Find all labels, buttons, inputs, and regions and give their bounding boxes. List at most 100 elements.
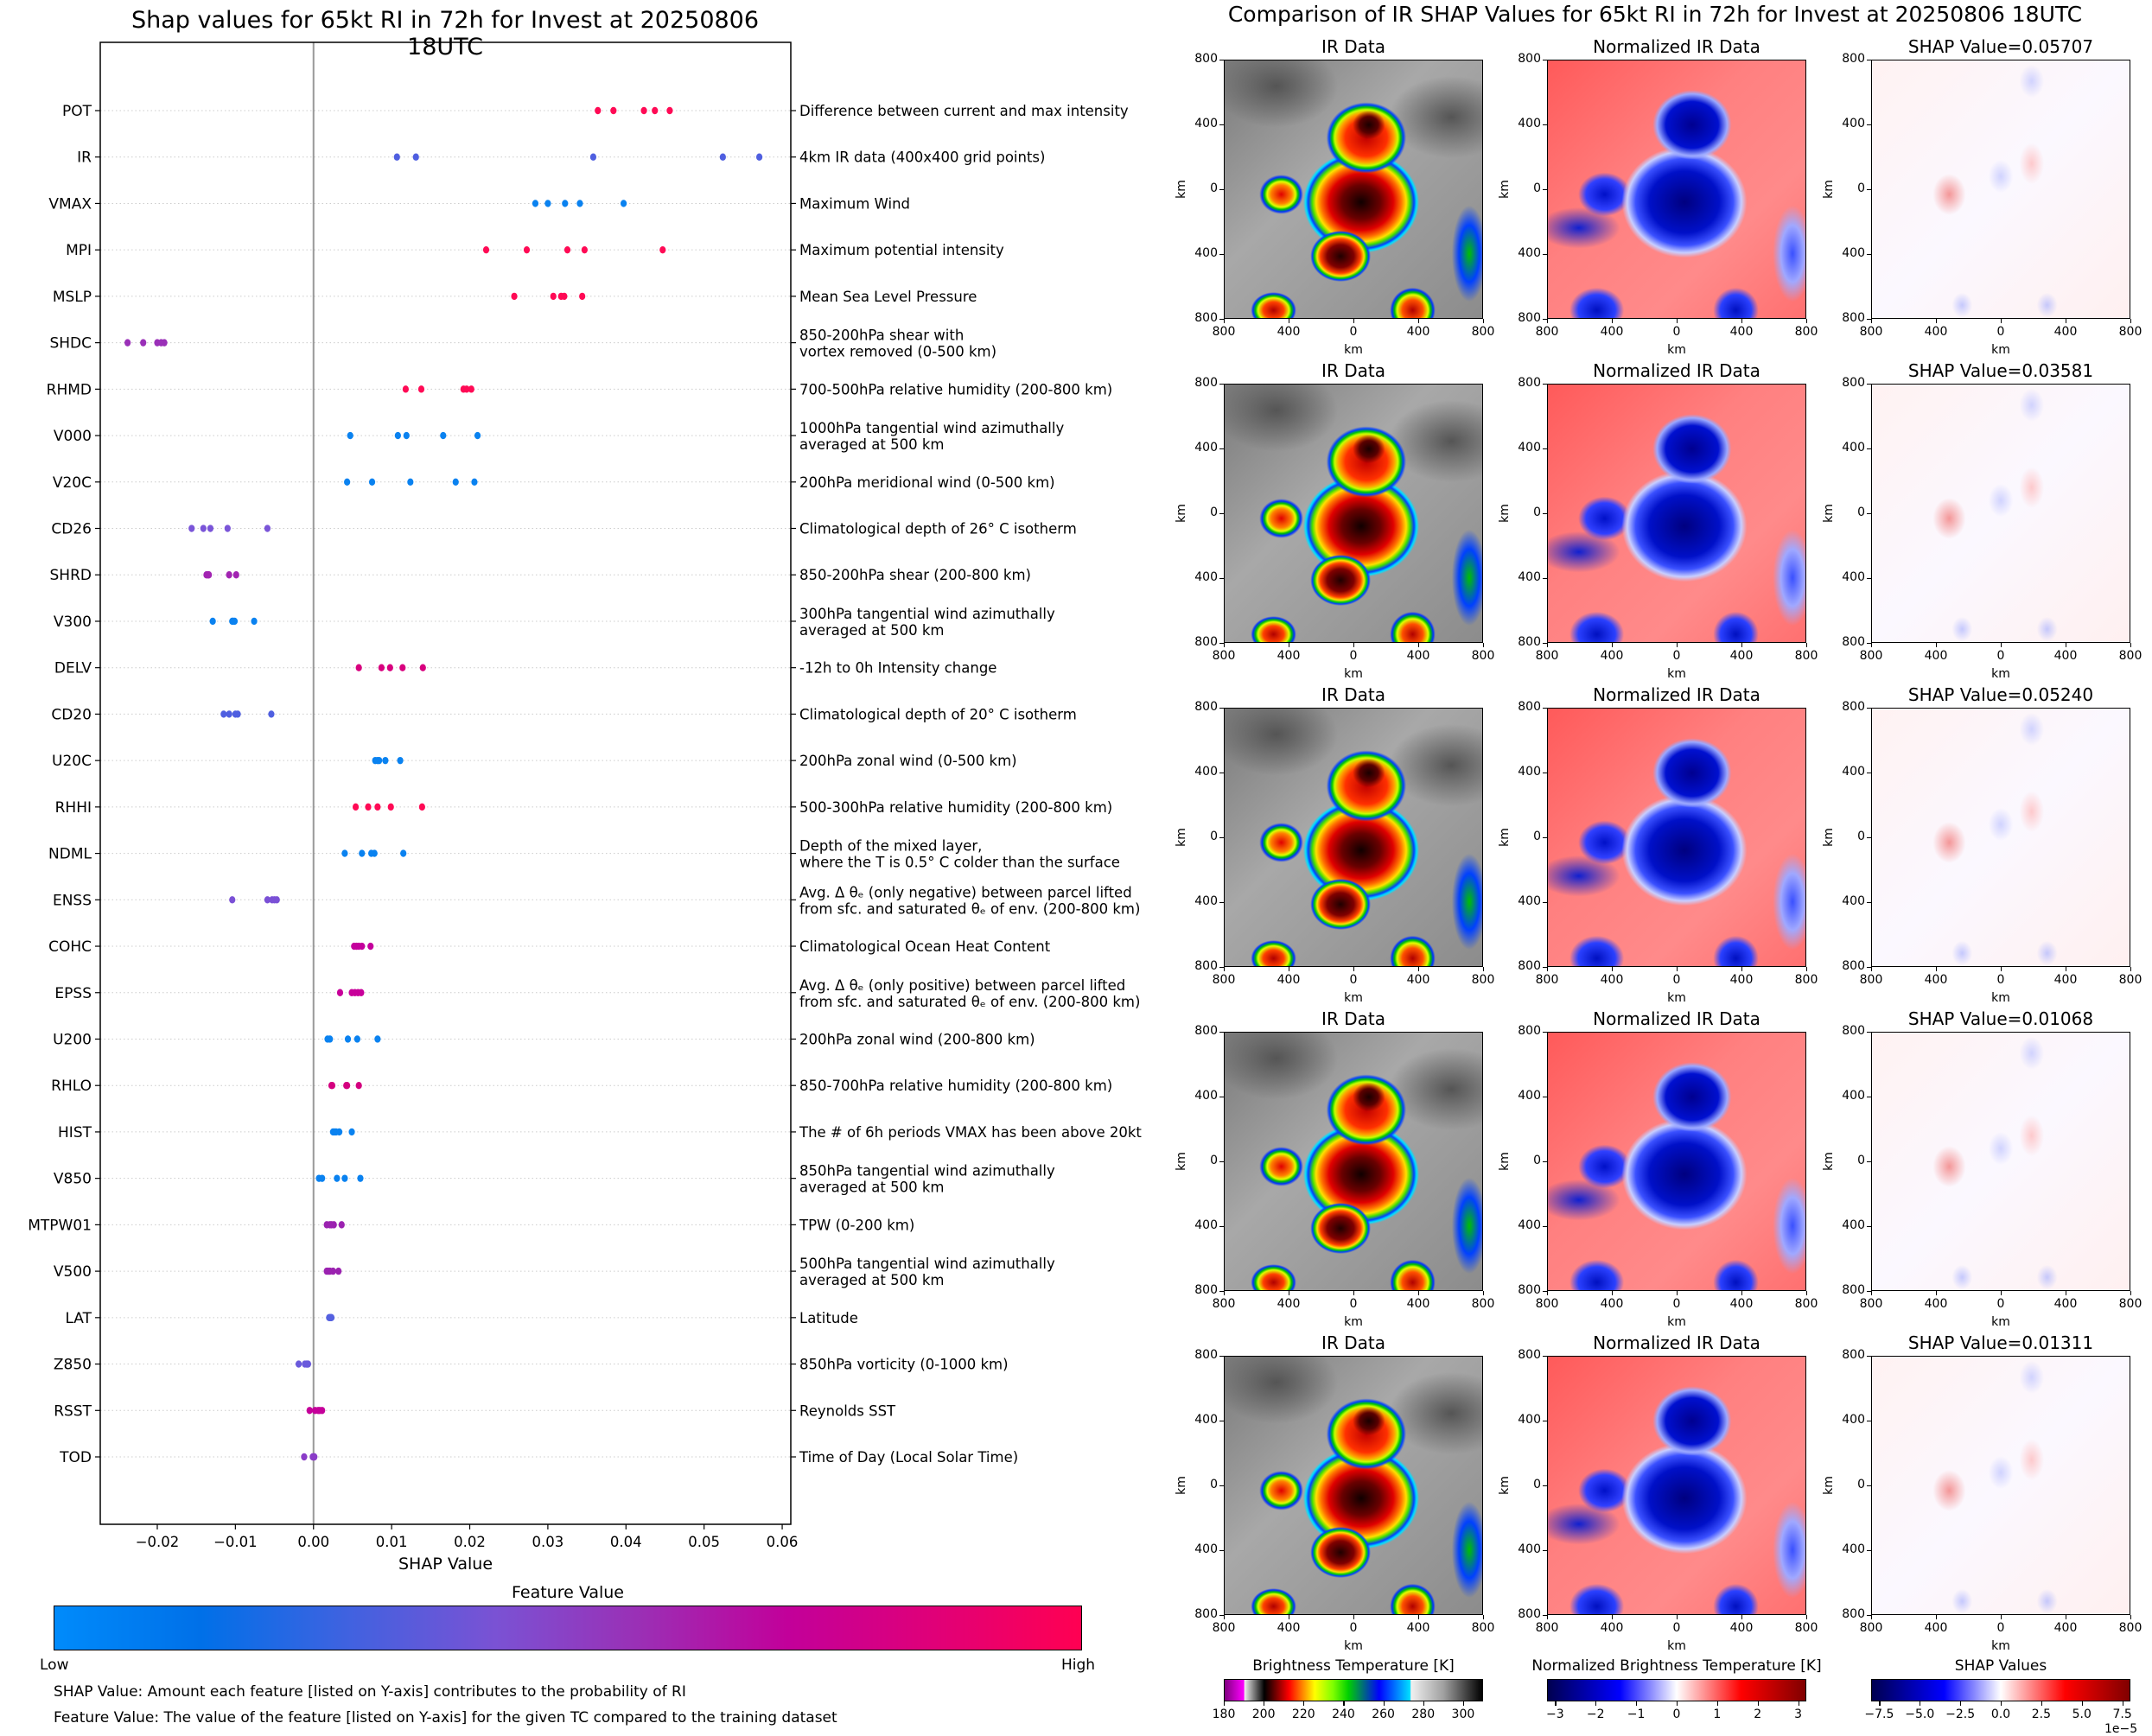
y-tick bbox=[1219, 384, 1224, 385]
shap-point-v300 bbox=[231, 617, 239, 626]
y-axis-label: km bbox=[1821, 504, 1836, 523]
shap-point-mpi bbox=[581, 245, 588, 254]
x-axis-label: km bbox=[1991, 1315, 2010, 1329]
colorbar-tick-label: 2.5 bbox=[2031, 1707, 2051, 1721]
feature-code-label: DELV bbox=[54, 660, 92, 677]
x-tick-label: 800 bbox=[2118, 649, 2142, 663]
x-tick-label: 800 bbox=[1212, 325, 1236, 339]
y-tick bbox=[1543, 189, 1547, 191]
x-tick-label: 0.03 bbox=[532, 1534, 564, 1550]
x-tick-label: 800 bbox=[1794, 973, 1818, 987]
shap-point-v000 bbox=[440, 431, 447, 440]
x-tick-label: 400 bbox=[1729, 973, 1754, 987]
x-tick bbox=[1224, 643, 1226, 647]
feature-description: 850-700hPa relative humidity (200-800 km… bbox=[799, 1078, 1112, 1094]
shap-point-delv bbox=[355, 664, 362, 671]
colorbar-tick-label: −7.5 bbox=[1864, 1707, 1894, 1721]
y-tick bbox=[1867, 1032, 1871, 1033]
y-tick-label: 400 bbox=[1842, 1413, 1865, 1427]
colorbar-tick-label: 1 bbox=[1713, 1707, 1722, 1721]
feature-description: 4km IR data (400x400 grid points) bbox=[799, 149, 1045, 166]
ir-data-panel bbox=[1224, 1356, 1483, 1615]
shap-point-v850 bbox=[341, 1174, 348, 1182]
y-tick-label: 400 bbox=[1194, 117, 1218, 130]
shap-point-cd26 bbox=[264, 525, 271, 532]
x-tick bbox=[1483, 319, 1485, 323]
y-tick-label: 0 bbox=[1857, 1154, 1865, 1167]
y-tick bbox=[1543, 708, 1547, 709]
x-tick bbox=[1483, 643, 1485, 647]
x-tick-label: 800 bbox=[1535, 973, 1559, 987]
x-tick-label: 400 bbox=[1600, 1297, 1624, 1311]
colorbar-tick bbox=[1423, 1701, 1424, 1706]
colorbar-tick-label: 260 bbox=[1372, 1707, 1395, 1721]
colorbar-tick-label: 0.0 bbox=[1990, 1707, 2011, 1721]
x-tick-label: 400 bbox=[1924, 325, 1948, 339]
colorbar-tick-label: 280 bbox=[1411, 1707, 1436, 1721]
x-tick bbox=[1806, 319, 1808, 323]
colorbar-tick-label: −3 bbox=[1546, 1707, 1564, 1721]
feature-code-label: RHMD bbox=[47, 381, 92, 398]
shap-point-v20c bbox=[407, 478, 414, 486]
shap-point-rhhi bbox=[365, 803, 372, 811]
feature-code-label: Z850 bbox=[54, 1357, 92, 1374]
x-tick-label: 400 bbox=[1729, 1621, 1754, 1635]
x-tick-label: 0.06 bbox=[767, 1534, 799, 1550]
x-tick bbox=[1741, 319, 1743, 323]
x-tick-label: 0.04 bbox=[610, 1534, 642, 1550]
y-axis-label: km bbox=[1174, 1476, 1188, 1495]
y-tick-label: 400 bbox=[1518, 765, 1541, 779]
shap-point-ir bbox=[589, 153, 597, 161]
x-tick-label: 800 bbox=[1471, 649, 1495, 663]
shap-point-rsst bbox=[306, 1407, 313, 1415]
shap-map-panel bbox=[1871, 384, 2130, 643]
feature-description: The # of 6h periods VMAX has been above … bbox=[799, 1124, 1142, 1141]
y-tick-label: 800 bbox=[1194, 959, 1218, 973]
feature-code-label: LAT bbox=[65, 1310, 92, 1327]
x-tick-label: 0.01 bbox=[376, 1534, 408, 1550]
x-tick bbox=[1936, 1615, 1938, 1619]
y-tick-label: 0 bbox=[1210, 830, 1218, 843]
colorbar-tick-label: −5.0 bbox=[1905, 1707, 1935, 1721]
y-axis-label: km bbox=[1174, 504, 1188, 523]
y-tick-label: 0 bbox=[1533, 506, 1541, 519]
y-axis-label: km bbox=[1174, 180, 1188, 199]
y-tick-label: 0 bbox=[1533, 1154, 1541, 1167]
shap-point-vmax bbox=[562, 200, 569, 207]
plot-frame bbox=[99, 41, 792, 1525]
shap-point-pot bbox=[666, 106, 673, 115]
shap-point-ir bbox=[393, 153, 400, 161]
colorbar-tick bbox=[1716, 1701, 1719, 1706]
y-tick-label: 400 bbox=[1518, 246, 1541, 260]
shap-point-shrd bbox=[232, 571, 239, 579]
shap-point-v850 bbox=[357, 1174, 364, 1182]
y-tick bbox=[1543, 513, 1547, 515]
y-tick-label: 800 bbox=[1194, 376, 1218, 390]
x-tick-label: 0 bbox=[1996, 649, 2005, 663]
x-tick-label: 400 bbox=[1277, 973, 1301, 987]
y-tick-label: 400 bbox=[1842, 765, 1865, 779]
panel-title: IR Data bbox=[1321, 36, 1385, 57]
shap-point-v300 bbox=[209, 617, 216, 626]
colorbar-tick-label: 3 bbox=[1794, 1707, 1803, 1721]
shap-point-v000 bbox=[394, 431, 401, 440]
shap-point-rhmd bbox=[417, 385, 425, 393]
feature-description: 850hPa tangential wind azimuthally bbox=[799, 1163, 1055, 1180]
shap-point-hist bbox=[348, 1128, 355, 1136]
y-tick bbox=[1867, 1291, 1871, 1293]
shap-point-enss bbox=[229, 896, 236, 904]
shap-point-hist bbox=[335, 1128, 343, 1136]
y-tick bbox=[1219, 967, 1224, 969]
feature-description: Climatological depth of 26° C isotherm bbox=[799, 521, 1077, 537]
shap-point-delv bbox=[419, 664, 426, 671]
colorbar-tick bbox=[1343, 1701, 1345, 1706]
y-tick bbox=[1543, 319, 1547, 321]
y-tick-label: 400 bbox=[1194, 1218, 1218, 1232]
x-tick bbox=[1871, 1291, 1873, 1295]
shap-point-v500 bbox=[335, 1267, 342, 1275]
feature-code-label: NDML bbox=[48, 846, 92, 863]
y-tick-label: 800 bbox=[1518, 635, 1541, 649]
panel-title: SHAP Value=0.05240 bbox=[1907, 684, 2094, 705]
x-tick bbox=[1483, 1291, 1485, 1295]
x-tick bbox=[1677, 643, 1678, 647]
